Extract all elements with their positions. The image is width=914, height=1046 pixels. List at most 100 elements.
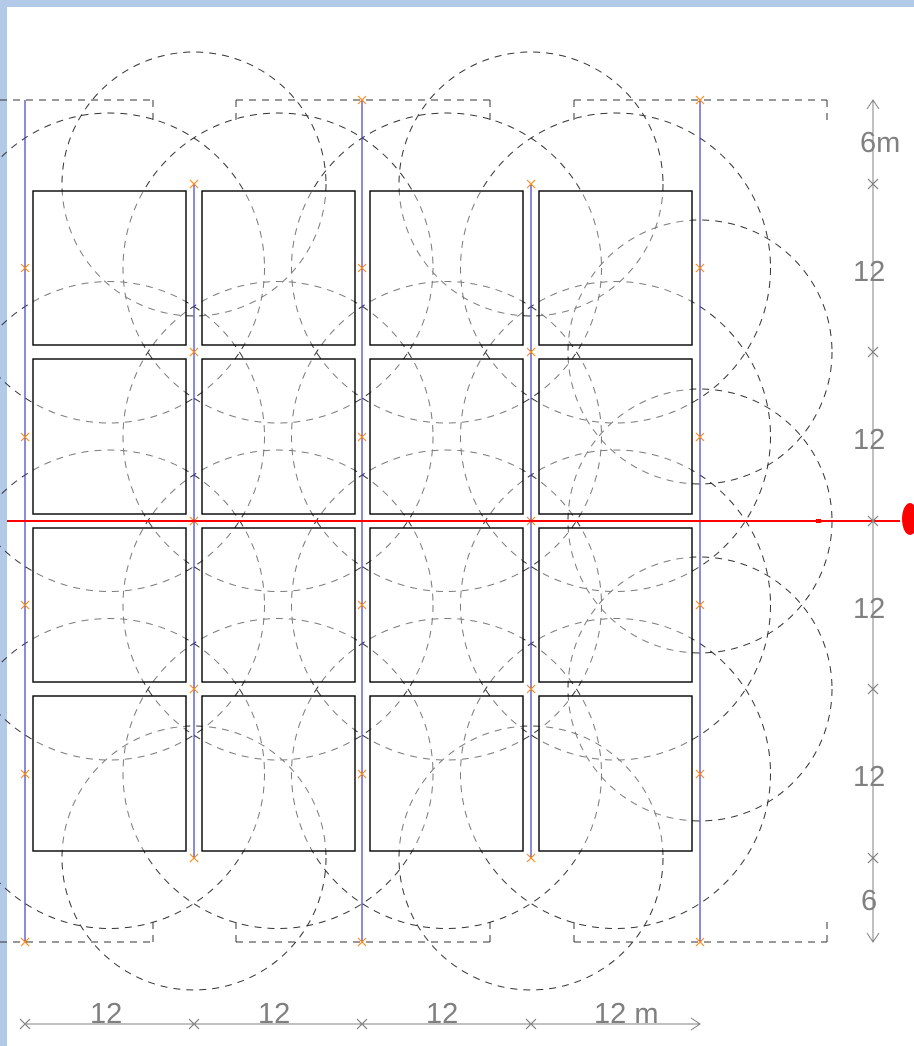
x-mark-stroke: [189, 684, 199, 694]
x-mark-stroke: [867, 178, 879, 190]
vertical-dimension-label: 6: [861, 885, 877, 917]
horizontal-dimension-label: 12: [426, 998, 458, 1030]
module-panel[interactable]: [32, 695, 187, 852]
x-mark-stroke: [526, 179, 536, 189]
x-mark-stroke: [20, 769, 30, 779]
coverage-arc: [291, 281, 602, 592]
horizontal-dimension-label: 12: [258, 998, 290, 1030]
x-mark-icon: [357, 432, 367, 442]
coverage-arcs: [0, 51, 833, 991]
x-mark-icon: [189, 347, 199, 357]
coverage-arc: [61, 51, 327, 317]
x-mark-stroke: [695, 769, 705, 779]
x-mark-icon: [189, 684, 199, 694]
x-mark-icon: [526, 179, 536, 189]
x-mark-stroke: [526, 347, 536, 357]
window-frame-left: [0, 0, 7, 1046]
module-panel[interactable]: [201, 358, 356, 515]
coverage-arc: [567, 219, 833, 485]
module-grid: [32, 190, 693, 852]
module-panel[interactable]: [201, 695, 356, 852]
x-mark-stroke: [525, 1018, 537, 1030]
module-panel[interactable]: [32, 358, 187, 515]
vertical-dimension-label: 12: [853, 761, 885, 793]
coverage-arc: [291, 618, 602, 929]
x-mark-icon: [357, 95, 367, 105]
x-mark-stroke: [695, 937, 705, 947]
coverage-arc: [61, 725, 327, 991]
x-mark-stroke: [357, 600, 367, 610]
coverage-arc: [460, 449, 771, 761]
coverage-arc: [122, 112, 434, 424]
vertical-dimension: 6m 12 12 12 12 6: [853, 99, 900, 943]
x-mark-stroke: [867, 346, 879, 358]
x-mark-stroke: [867, 515, 879, 527]
x-mark-icon: [20, 263, 30, 273]
x-mark-icon: [867, 178, 879, 190]
x-mark-icon: [357, 769, 367, 779]
coverage-arc: [122, 281, 434, 592]
x-mark-icon: [526, 853, 536, 863]
x-mark-stroke: [20, 937, 30, 947]
module-panel[interactable]: [538, 527, 693, 683]
x-mark-stroke: [695, 95, 705, 105]
coverage-arc: [398, 725, 664, 991]
x-mark-icon: [695, 769, 705, 779]
x-mark-stroke: [357, 95, 367, 105]
module-panel[interactable]: [369, 695, 524, 852]
coverage-arc: [122, 449, 434, 761]
x-mark-icon: [695, 432, 705, 442]
x-mark-icon: [20, 600, 30, 610]
x-mark-stroke: [695, 432, 705, 442]
coverage-arc: [122, 618, 434, 929]
x-mark-stroke: [695, 263, 705, 273]
coverage-arc: [460, 281, 771, 592]
horizontal-dimension: 12 12 12 12 m: [19, 998, 701, 1031]
x-mark-icon: [867, 852, 879, 864]
horizontal-dimension-label: 12 m: [594, 998, 658, 1030]
module-panel[interactable]: [32, 527, 187, 683]
red-handle-icon[interactable]: [902, 503, 914, 535]
x-mark-icon: [695, 95, 705, 105]
coverage-arc: [460, 618, 771, 929]
vertical-dimension-label: 12: [853, 424, 885, 456]
section-grip[interactable]: [816, 519, 821, 523]
module-panel[interactable]: [538, 358, 693, 515]
module-panel[interactable]: [201, 527, 356, 683]
coverage-arc: [0, 449, 265, 761]
x-mark-stroke: [189, 853, 199, 863]
x-mark-icon: [188, 1018, 200, 1030]
horizontal-dimension-label: 12: [90, 998, 122, 1030]
coverage-arc: [398, 51, 664, 317]
x-mark-icon: [356, 1018, 368, 1030]
module-panel[interactable]: [201, 190, 356, 346]
x-mark-icon: [525, 1018, 537, 1030]
coverage-arc: [291, 449, 602, 761]
section-line-group[interactable]: [7, 503, 914, 535]
module-panel[interactable]: [369, 358, 524, 515]
coverage-arc: [567, 556, 833, 822]
x-mark-stroke: [19, 1018, 31, 1030]
x-mark-stroke: [20, 263, 30, 273]
module-panel[interactable]: [538, 190, 693, 346]
arrow-icon: [866, 99, 880, 110]
x-mark-stroke: [867, 852, 879, 864]
module-panel[interactable]: [538, 695, 693, 852]
x-mark-icon: [20, 432, 30, 442]
x-mark-icon: [867, 683, 879, 695]
x-mark-icon: [20, 937, 30, 947]
coverage-arc: [291, 112, 602, 424]
vertical-dimension-label: 12: [853, 256, 885, 288]
module-panel[interactable]: [369, 527, 524, 683]
x-mark-icon: [189, 179, 199, 189]
coverage-arc: [460, 112, 771, 424]
vertical-dimension-label: 12: [853, 593, 885, 625]
x-mark-stroke: [526, 684, 536, 694]
coverage-arc: [0, 112, 265, 424]
x-mark-icon: [867, 515, 879, 527]
arrow-icon: [690, 1017, 701, 1031]
module-panel[interactable]: [369, 190, 524, 346]
module-panel[interactable]: [32, 190, 187, 346]
x-mark-stroke: [189, 179, 199, 189]
